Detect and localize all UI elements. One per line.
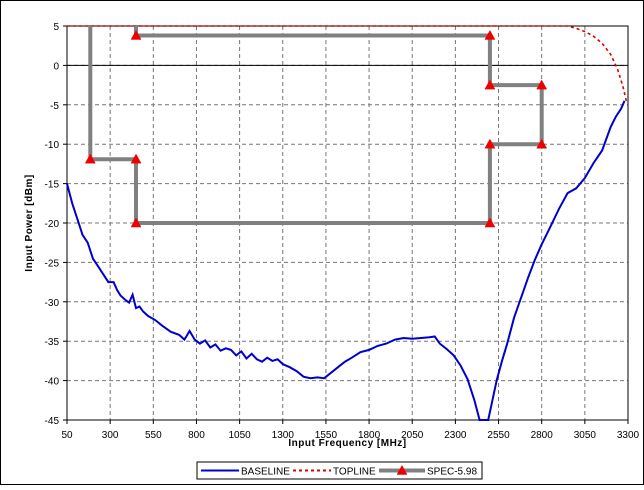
x-tick-label: 1550 bbox=[315, 430, 338, 441]
tick-labels: 50 300 550 800 1050 1300 1550 1800 2050 2300 2550 2… bbox=[45, 22, 640, 441]
x-tick-label: 3050 bbox=[574, 430, 597, 441]
series-spec-5-98-marker bbox=[536, 79, 548, 90]
series-spec-5-98-marker bbox=[130, 29, 142, 40]
y-tick-label: -40 bbox=[45, 377, 60, 388]
legend-label-topline: TOPLINE bbox=[333, 467, 376, 478]
series-spec-5-98-marker bbox=[536, 138, 548, 149]
legend: BASELINE TOPLINE SPEC-5.98 bbox=[196, 461, 483, 480]
y-tick-label: 0 bbox=[53, 61, 59, 72]
x-tick-label: 2300 bbox=[444, 430, 467, 441]
y-tick-label: -25 bbox=[45, 258, 60, 269]
y-tick-label: -10 bbox=[45, 140, 60, 151]
series-spec-5-98-marker bbox=[130, 217, 142, 228]
series-topline-line bbox=[67, 25, 628, 102]
series-spec-5-98-marker bbox=[484, 79, 496, 90]
x-axis-title: Input Frequency [MHz] bbox=[288, 438, 406, 449]
series-spec-5-98-marker bbox=[84, 153, 96, 164]
series-spec-5-98-marker bbox=[484, 29, 496, 40]
y-tick-label: -15 bbox=[45, 180, 60, 191]
x-tick-label: 50 bbox=[61, 430, 73, 441]
x-tick-label: 2800 bbox=[531, 430, 554, 441]
y-tick-label: -5 bbox=[50, 101, 59, 112]
y-tick-label: -45 bbox=[45, 416, 60, 427]
x-tick-label: 1800 bbox=[358, 430, 381, 441]
series-spec-5-98-marker bbox=[130, 153, 142, 164]
y-axis-title: Input Power [dBm] bbox=[24, 174, 35, 271]
series-spec-5-98-marker bbox=[484, 138, 496, 149]
series-baseline-line bbox=[66, 100, 626, 421]
series-spec-5-98-marker bbox=[484, 217, 496, 228]
x-tick-label: 550 bbox=[145, 430, 162, 441]
y-tick-label: -20 bbox=[45, 219, 60, 230]
x-tick-label: 800 bbox=[188, 430, 205, 441]
y-tick-label: 5 bbox=[53, 22, 59, 33]
x-tick-label: 2550 bbox=[487, 430, 510, 441]
legend-label-baseline: BASELINE bbox=[241, 467, 290, 478]
y-tick-label: -30 bbox=[45, 298, 60, 309]
legend-marker-spec-5-98 bbox=[396, 464, 408, 475]
x-tick-label: 2050 bbox=[401, 430, 424, 441]
series-layer bbox=[66, 25, 628, 421]
x-tick-label: 1300 bbox=[272, 430, 295, 441]
x-tick-label: 300 bbox=[102, 430, 119, 441]
x-tick-label: 3300 bbox=[617, 430, 640, 441]
x-tick-label: 1050 bbox=[228, 430, 251, 441]
y-tick-label: -35 bbox=[45, 337, 60, 348]
legend-box bbox=[196, 461, 483, 480]
legend-label-spec-5-98: SPEC-5.98 bbox=[427, 467, 477, 478]
